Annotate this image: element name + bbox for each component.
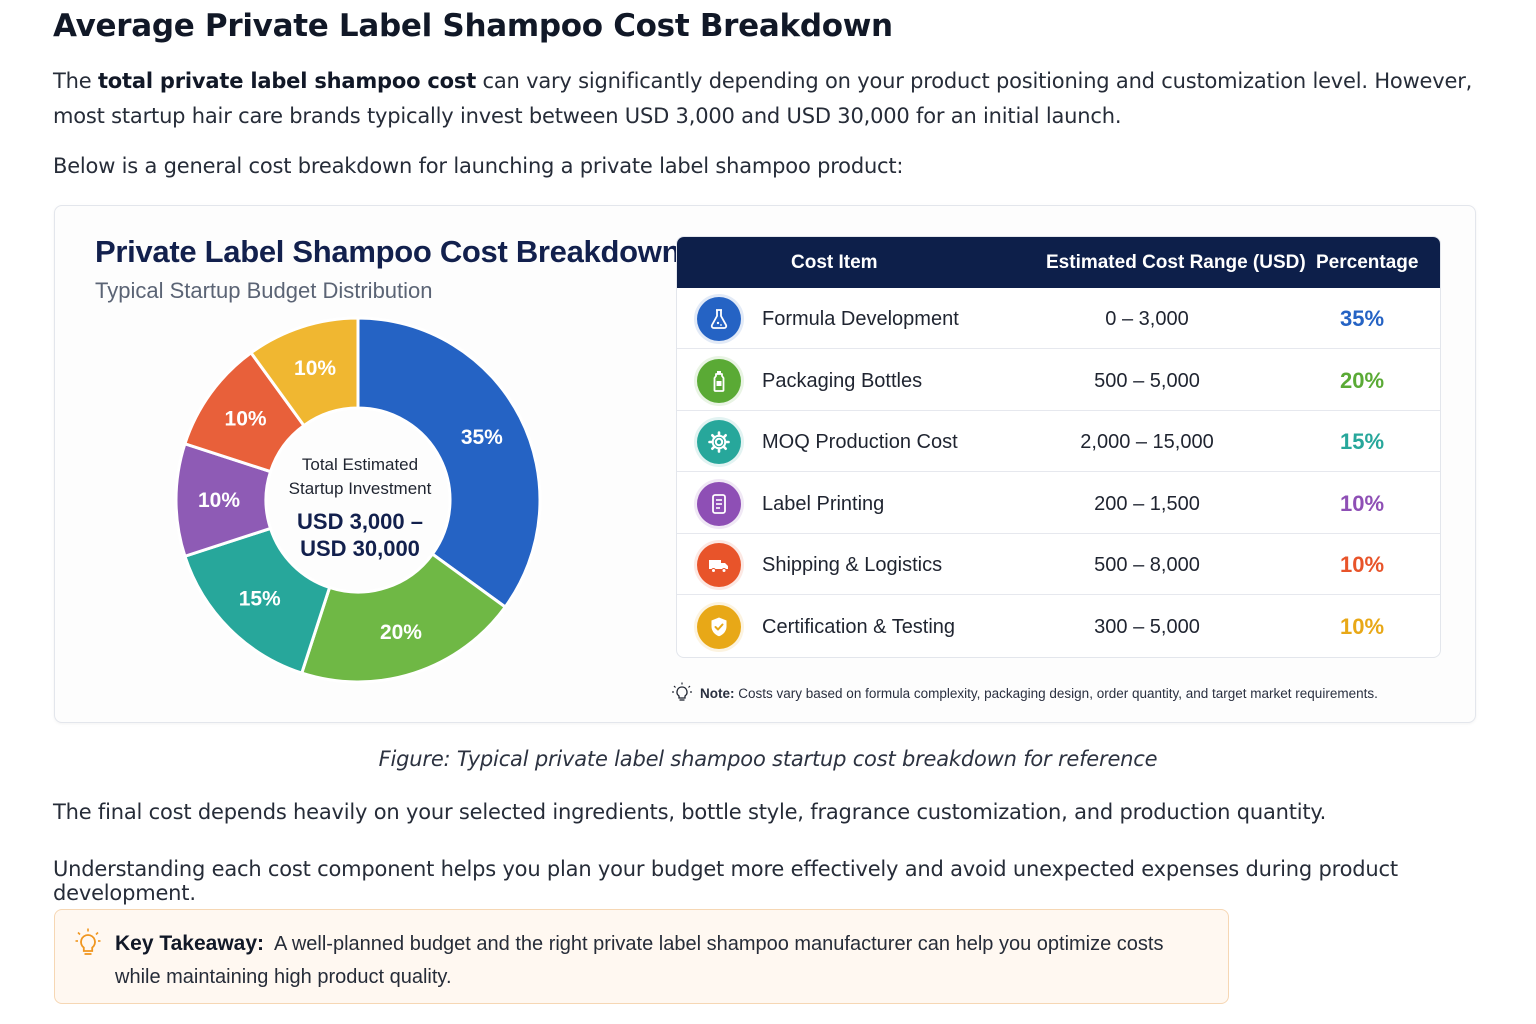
label-icon (697, 481, 741, 526)
gear-icon (697, 420, 741, 464)
below-text: Below is a general cost breakdown for la… (53, 154, 904, 178)
truck-icon (697, 543, 741, 587)
note-label: Note: (700, 685, 735, 701)
cost-item-range: 200 – 1,500 (1094, 492, 1200, 515)
takeaway-text: A well-planned budget and the right priv… (115, 933, 1164, 988)
donut-slice-label: 20% (380, 621, 422, 644)
cost-item-range: 500 – 5,000 (1094, 369, 1200, 392)
table-row: Packaging Bottles 500 – 5,000 20% (677, 350, 1440, 411)
cost-item-name: Certification & Testing (762, 615, 956, 638)
donut-slice-label: 15% (239, 587, 281, 610)
donut-slice-label: 10% (198, 489, 240, 512)
table-header: Cost Item Estimated Cost Range (USD) Per… (677, 237, 1440, 288)
note-text: Costs vary based on formula complexity, … (738, 685, 1378, 701)
flask-icon (697, 297, 741, 341)
cost-table: Cost Item Estimated Cost Range (USD) Per… (676, 236, 1441, 658)
cost-item-range: 0 – 3,000 (1105, 308, 1189, 330)
cost-item-name: Formula Development (762, 308, 959, 330)
donut-slice-label: 10% (294, 357, 336, 380)
cost-item-name: Label Printing (762, 492, 885, 515)
intro-paragraph: The total private label shampoo cost can… (53, 69, 1473, 128)
table-row: Label Printing 200 – 1,500 10% (677, 473, 1440, 534)
paragraph-final-cost: The final cost depends heavily on your s… (53, 800, 1327, 824)
header-cost-item: Cost Item (791, 252, 878, 273)
table-note: Note: Costs vary based on formula comple… (672, 682, 1378, 704)
cost-item-percentage: 10% (1339, 613, 1385, 639)
cost-item-range: 500 – 8,000 (1094, 554, 1200, 576)
paragraph-understanding: Understanding each cost component helps … (53, 857, 1398, 905)
donut-chart: 35% 20% 15% 10% 10% 10% Total Estimated Start… (174, 316, 542, 684)
chart-subtitle: Typical Startup Budget Distribution (95, 278, 433, 303)
article-heading: Average Private Label Shampoo Cost Break… (53, 8, 893, 44)
cost-item-percentage: 10% (1339, 552, 1385, 577)
bottle-icon (697, 358, 741, 403)
donut-slice-2 (183, 526, 332, 675)
table-row: Formula Development 0 – 3,000 35% (677, 288, 1440, 349)
key-takeaway-box: Key Takeaway: A well-planned budget and … (54, 909, 1229, 1004)
table-row: MOQ Production Cost 2,000 – 15,000 15% (677, 411, 1440, 472)
cost-item-percentage: 20% (1339, 367, 1385, 393)
lightbulb-icon (672, 682, 692, 701)
figure-caption: Figure: Typical private label shampoo st… (378, 747, 1158, 771)
shield-check-icon (697, 604, 741, 649)
center-value-line1: USD 3,000 – (297, 509, 423, 534)
center-value-line2: USD 30,000 (300, 536, 420, 561)
donut-slice-5 (248, 316, 360, 428)
center-label-line1: Total Estimated (302, 455, 418, 474)
donut-slice-label: 35% (461, 426, 503, 449)
cost-item-percentage: 10% (1339, 490, 1385, 516)
cost-item-percentage: 35% (1339, 306, 1385, 331)
donut-slice-0 (356, 316, 542, 610)
takeaway-label: Key Takeaway: (115, 932, 265, 955)
cost-item-percentage: 15% (1339, 429, 1385, 454)
cost-item-name: Shipping & Logistics (762, 554, 943, 576)
chart-title: Private Label Shampoo Cost Breakdown (95, 234, 681, 269)
lightbulb-icon (75, 928, 101, 955)
donut-slice-label: 10% (225, 407, 267, 430)
cost-item-name: Packaging Bottles (762, 369, 923, 392)
center-label-line2: Startup Investment (289, 479, 432, 498)
table-row: Shipping & Logistics 500 – 8,000 10% (677, 534, 1440, 595)
donut-slice-1 (299, 551, 508, 684)
header-range: Estimated Cost Range (USD) (1046, 252, 1306, 273)
table-row: Certification & Testing 300 – 5,000 10% (677, 596, 1440, 657)
cost-item-range: 300 – 5,000 (1094, 615, 1200, 638)
cost-item-range: 2,000 – 15,000 (1080, 431, 1214, 453)
intro-bold-phrase: total private label shampoo cost (97, 69, 477, 93)
cost-item-name: MOQ Production Cost (762, 431, 958, 453)
header-percentage: Percentage (1316, 252, 1419, 273)
